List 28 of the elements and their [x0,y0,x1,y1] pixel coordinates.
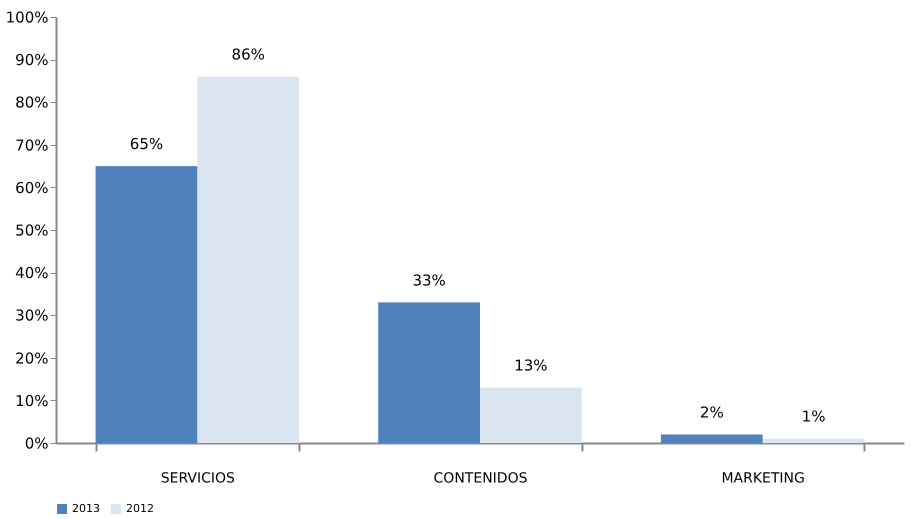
y-tick-label: 60% [15,178,48,197]
bar [378,302,480,443]
legend-label: 2012 [126,502,154,515]
y-tick-label: 50% [15,222,48,240]
y-tick-label: 40% [15,264,48,282]
data-label: 1% [802,408,826,426]
data-label: 13% [514,356,548,375]
data-label: 65% [130,135,164,154]
y-tick-label: 10% [15,392,48,410]
y-tick-label: 20% [15,349,48,368]
y-tick-label: 70% [15,136,48,154]
y-tick-label: 80% [15,94,48,112]
legend-label: 2013 [72,502,100,515]
y-tick-label: 100% [6,8,48,26]
y-tick-label: 30% [15,306,48,325]
x-tick-label: SERVICIOS [160,470,236,486]
data-label: 33% [412,271,446,290]
bar [660,434,763,443]
x-tick-label: CONTENIDOS [434,470,528,486]
bar [762,438,864,443]
y-tick-label: 0% [24,434,48,452]
data-label: 86% [232,46,265,64]
bar [197,76,300,443]
bar [96,166,198,443]
data-label: 2% [700,403,724,422]
bar [480,388,582,443]
x-tick-label: MARKETING [721,470,805,486]
y-tick-label: 90% [15,51,48,70]
